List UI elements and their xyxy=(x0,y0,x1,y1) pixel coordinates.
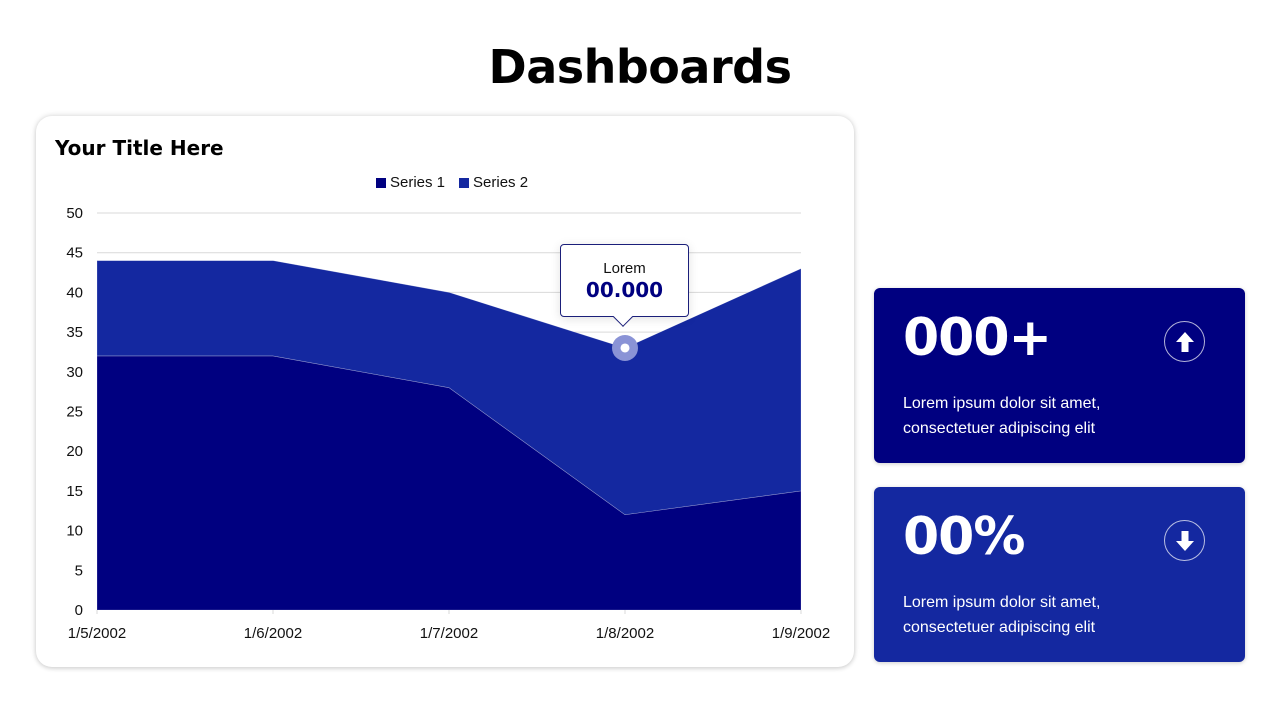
tooltip-value: 00.000 xyxy=(585,278,664,302)
svg-text:10: 10 xyxy=(66,523,83,540)
svg-text:5: 5 xyxy=(75,562,83,579)
chart-tooltip: Lorem 00.000 xyxy=(560,244,689,327)
legend-swatch-series-2 xyxy=(459,177,470,188)
kpi-description: Lorem ipsum dolor sit amet, consectetuer… xyxy=(903,395,1101,437)
chart-title: Your Title Here xyxy=(55,136,224,160)
legend-swatch-series-1 xyxy=(376,177,386,188)
svg-text:1/6/2002: 1/6/2002 xyxy=(244,625,302,642)
page-title: Dashboards xyxy=(488,40,792,94)
kpi-value: 000+ xyxy=(903,308,1052,368)
svg-text:1/9/2002: 1/9/2002 xyxy=(772,625,830,642)
kpi-card-percentage: 00% Lorem ipsum dolor sit amet, consecte… xyxy=(874,487,1245,662)
svg-text:40: 40 xyxy=(66,284,83,301)
svg-text:1/8/2002: 1/8/2002 xyxy=(596,625,654,642)
kpi-description: Lorem ipsum dolor sit amet, consectetuer… xyxy=(903,594,1101,636)
legend-label: Series 1 xyxy=(390,174,446,191)
svg-text:30: 30 xyxy=(66,364,83,381)
svg-text:15: 15 xyxy=(66,483,83,500)
svg-text:50: 50 xyxy=(66,205,83,222)
kpi-card-growth: 000+ Lorem ipsum dolor sit amet, consect… xyxy=(874,288,1245,463)
svg-text:35: 35 xyxy=(66,324,83,341)
chart-card: Your Title Here Series 1 Series 2 0 5 10 15… xyxy=(36,116,854,667)
arrow-up-icon xyxy=(1164,321,1205,362)
svg-text:0: 0 xyxy=(75,602,83,619)
kpi-value: 00% xyxy=(903,507,1025,567)
svg-text:25: 25 xyxy=(66,404,83,421)
svg-text:1/5/2002: 1/5/2002 xyxy=(68,625,126,642)
tooltip-label: Lorem xyxy=(603,260,646,277)
svg-text:1/7/2002: 1/7/2002 xyxy=(420,625,478,642)
chart-legend: Series 1 Series 2 xyxy=(376,174,528,191)
area-chart: 0 5 10 15 20 25 30 35 40 45 50 1/5/2002 1/6/2002 1/7/… xyxy=(66,205,830,642)
legend-item-series-1[interactable]: Series 1 xyxy=(376,174,445,191)
legend-item-series-2[interactable]: Series 2 xyxy=(459,174,528,191)
arrow-down-icon xyxy=(1164,520,1205,561)
legend-label: Series 2 xyxy=(473,174,529,191)
svg-text:20: 20 xyxy=(66,443,83,460)
svg-text:45: 45 xyxy=(66,245,83,262)
